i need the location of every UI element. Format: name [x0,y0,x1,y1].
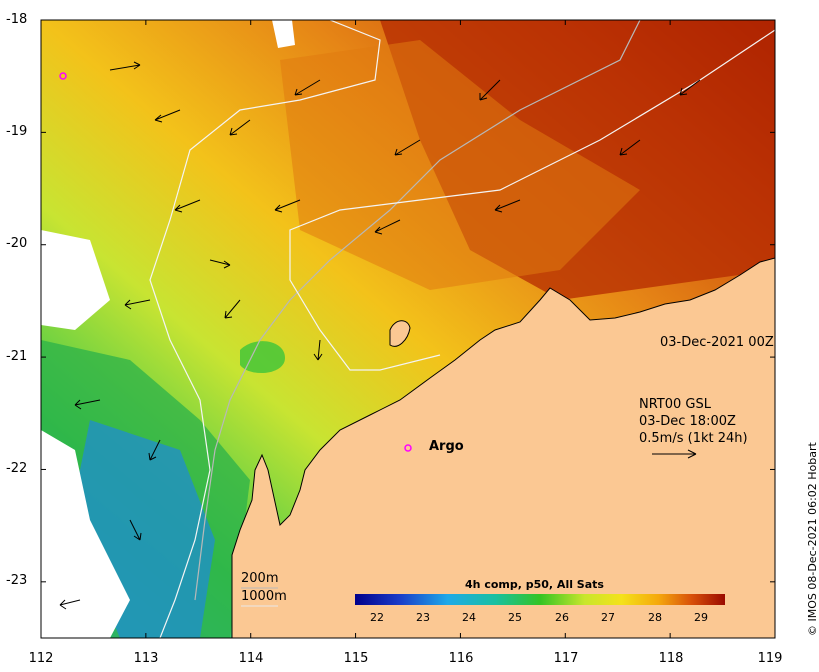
y-tick-label: -23 [6,573,28,588]
contour-200m [194,20,641,601]
y-tick-label: -20 [6,236,28,251]
current-arrows [59,61,701,610]
contour-1000m [149,20,381,638]
current-scale-label: 0.5m/s (1kt 24h) [639,431,748,446]
colorbar [355,594,725,605]
contour-1000m-east [289,29,775,371]
argo-label: Argo [429,439,464,454]
x-tick-label: 119 [757,651,783,666]
colorbar-tick-label: 24 [462,611,476,624]
colorbar-tick-label: 22 [370,611,384,624]
y-tick-label: -22 [6,461,28,476]
orange-water-region [280,40,640,290]
colorbar-tick-label: 25 [508,611,522,624]
no-data-region [272,20,295,48]
plot-frame [40,19,776,639]
y-tick-label: -21 [6,349,28,364]
x-tick-label: 118 [658,651,684,666]
x-tick-label: 115 [343,651,369,666]
copyright-notice: © IMOS 08-Dec-2021 06:02 Hobart [806,442,819,636]
colorbar-tick-label: 27 [601,611,615,624]
map-date-label: 03-Dec-2021 00Z [660,335,774,350]
axis-ticks [40,19,776,638]
green-eddy [240,341,285,374]
x-tick-label: 114 [238,651,264,666]
scale-arrow [652,449,697,459]
current-source-label: NRT00 GSL [639,397,711,412]
no-data-region [41,230,110,330]
australia-land [231,257,775,638]
barrow-island [389,320,411,347]
colorbar-title: 4h comp, p50, All Sats [465,578,604,591]
x-tick-label: 113 [133,651,159,666]
colorbar-tick-label: 26 [555,611,569,624]
no-data-region [41,430,130,638]
x-tick-label: 112 [28,651,54,666]
colorbar-tick-label: 28 [648,611,662,624]
argo-marker [59,72,67,80]
x-tick-label: 117 [553,651,579,666]
x-tick-label: 116 [448,651,474,666]
current-time-label: 03-Dec 18:00Z [639,414,736,429]
y-tick-label: -18 [6,12,28,27]
colorbar-tick-label: 23 [416,611,430,624]
contour-1000m-label: 1000m [241,589,287,604]
y-tick-label: -19 [6,124,28,139]
contour-200m-label: 200m [241,571,279,586]
argo-marker [404,444,412,452]
colorbar-tick-label: 29 [694,611,708,624]
